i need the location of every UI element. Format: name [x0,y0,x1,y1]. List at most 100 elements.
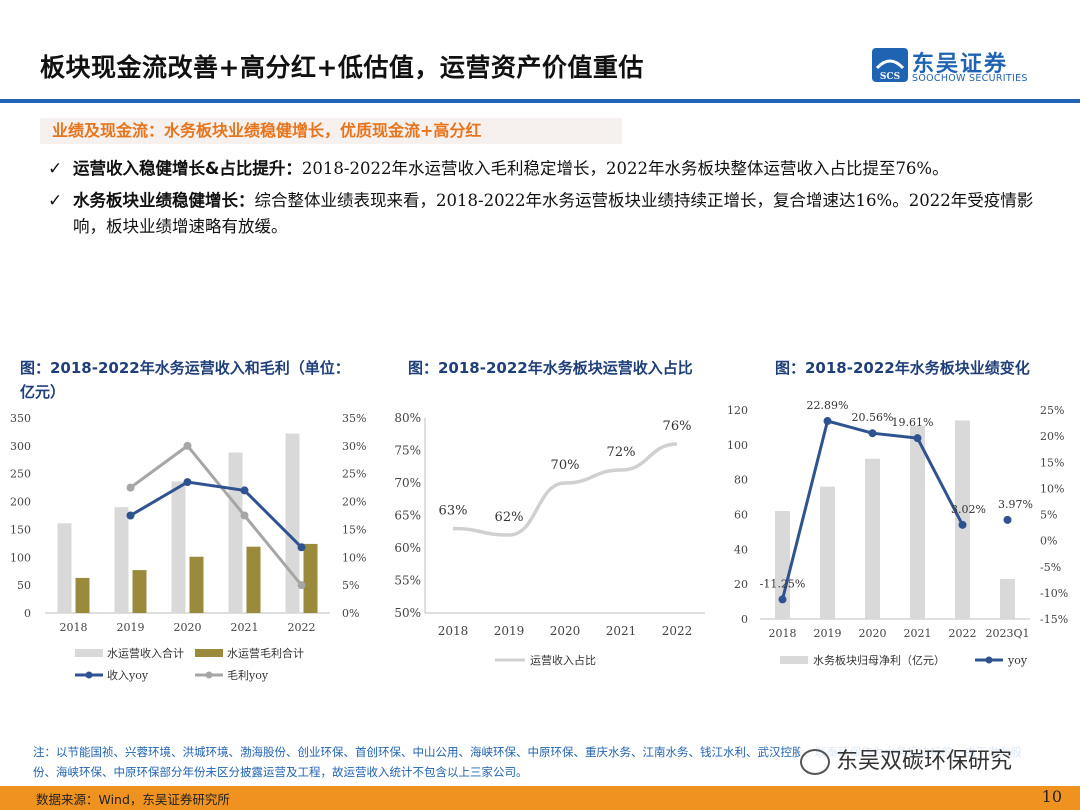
bar-net-profit [1000,578,1015,619]
checkmark-icon: ✓ [48,191,63,211]
y-right-tick-label: -15% [1040,613,1068,626]
y-right-tick-label: 25% [342,468,366,481]
chart2-title: 图：2018-2022年水务板块运营收入占比 [408,359,693,377]
data-label: 63% [439,504,468,519]
data-label: 3.02% [951,503,986,516]
header-divider [0,99,1080,103]
point-margin-yoy [240,511,249,520]
y-tick-label: 65% [394,509,421,523]
bullet-item: ✓ 运营收入稳健增长&占比提升：2018-2022年水运营收入毛利稳定增长，20… [48,156,1043,182]
point-revenue-yoy [240,486,249,495]
x-tick-label: 2021 [231,621,259,634]
point-profit-yoy [913,434,922,443]
bullet-list: ✓ 运营收入稳健增长&占比提升：2018-2022年水运营收入毛利稳定增长，20… [48,156,1043,246]
section-subheading: 业绩及现金流：水务板块业绩稳健增长，优质现金流+高分红 [40,118,622,144]
svg-text:SCS: SCS [880,72,900,82]
point-profit-yoy [778,595,787,604]
bar-net-profit [775,511,790,619]
point-margin-yoy [126,483,135,492]
line-revenue-yoy [129,480,303,549]
y-left-tick-label: 60 [734,509,748,522]
chart3-title: 图：2018-2022年水务板块业绩变化 [775,359,1030,377]
legend-swatch [75,649,103,657]
y-right-tick-label: -10% [1040,587,1068,600]
y-left-tick-label: 200 [10,496,31,509]
page-number: 10 [1041,787,1062,806]
legend-marker [985,656,993,664]
x-tick-label: 2019 [117,621,145,634]
bar-revenue [57,523,72,613]
y-left-tick-label: 250 [10,468,31,481]
bullet-text: 综合整体业绩表现来看，2018-2022年水务运营板块业绩持续正增长，复合增速达… [73,191,1034,236]
point-revenue-yoy [183,478,192,487]
legend-label: 毛利yoy [227,669,269,682]
x-tick-label: 2021 [904,627,932,640]
x-tick-label: 2019 [494,624,525,638]
y-tick-label: 80% [394,411,421,425]
watermark-text: 东吴双碳环保研究 [836,749,1013,774]
x-tick-label: 2018 [60,621,88,634]
chart-revenue-share: 50% 55% 60% 65% 70% 75% 80% 2018 2019 2020 2021 202… [394,411,705,667]
x-tick-label: 2021 [606,624,637,638]
chart1-title: 图：2018-2022年水务运营收入和毛利（单位：亿元） [20,359,350,401]
line-revenue-share [452,442,678,537]
legend-label: 水运营毛利合计 [227,646,304,660]
bullet-item: ✓ 水务板块业绩稳健增长：综合整体业绩表现来看，2018-2022年水务运营板块… [48,188,1043,240]
y-left-tick-label: 100 [10,551,31,564]
bar-revenue [171,481,186,613]
wechat-icon [800,749,830,775]
y-right-tick-label: 20% [1040,430,1064,443]
y-left-tick-label: 0 [741,613,748,626]
x-tick-label: 2020 [550,624,581,638]
brand-logo: SCS 东吴证券 SOOCHOW SECURITIES [872,46,1042,86]
legend-label: yoy [1007,654,1028,667]
bar-gross-margin [303,543,318,613]
bar-net-profit [955,420,970,619]
y-right-tick-label: 0% [1040,535,1057,548]
bar-gross-margin [189,556,204,613]
y-left-tick-label: 40 [734,543,748,556]
y-right-tick-label: 15% [342,523,366,536]
bar-revenue [114,507,129,613]
x-tick-label: 2020 [174,621,202,634]
logo-mark-icon: SCS [872,48,908,82]
footnote: 注：以节能国祯、兴蓉环境、洪城环境、渤海股份、创业环保、首创环保、中山公用、海峡… [33,745,1022,779]
data-label: 62% [495,510,524,525]
watermark: 东吴双碳环保研究 [800,744,1050,780]
y-right-tick-label: 35% [342,412,366,425]
y-right-tick-label: 30% [342,440,366,453]
data-label: -11.25% [760,577,806,590]
point-profit-yoy [868,429,877,438]
legend-label: 水运营收入合计 [107,646,184,660]
y-right-tick-label: 5% [342,579,359,592]
data-label: 72% [607,445,636,460]
logo-english-name: SOOCHOW SECURITIES [912,73,1028,84]
y-tick-label: 60% [394,541,421,555]
y-tick-label: 70% [394,476,421,490]
y-left-tick-label: 80 [734,474,748,487]
bar-revenue [228,452,243,613]
data-label: 76% [663,419,692,434]
legend-swatch [780,656,808,664]
y-left-tick-label: 150 [10,523,31,536]
bar-gross-margin [132,570,147,613]
y-right-tick-label: 10% [1040,482,1064,495]
y-right-tick-label: 10% [342,551,366,564]
point-profit-yoy [823,417,832,426]
y-tick-label: 50% [394,606,421,620]
data-label: 70% [551,458,580,473]
bar-gross-margin [75,577,90,613]
point-profit-yoy [1003,515,1012,524]
x-tick-label: 2018 [438,624,469,638]
x-tick-label: 2018 [769,627,797,640]
point-margin-yoy [183,441,192,450]
y-tick-label: 75% [394,444,421,458]
y-left-tick-label: 100 [727,439,748,452]
chart-segment-profit: 0 20 40 60 80 100 120 -15% -10% -5% 0% 5% 10% 15% 20% 2… [727,400,1068,667]
y-left-tick-label: 300 [10,440,31,453]
legend-marker [205,671,213,679]
y-right-tick-label: 0% [342,607,359,620]
legend-swatch [195,649,223,657]
data-label: 19.61% [892,416,934,429]
point-revenue-yoy [297,543,306,552]
